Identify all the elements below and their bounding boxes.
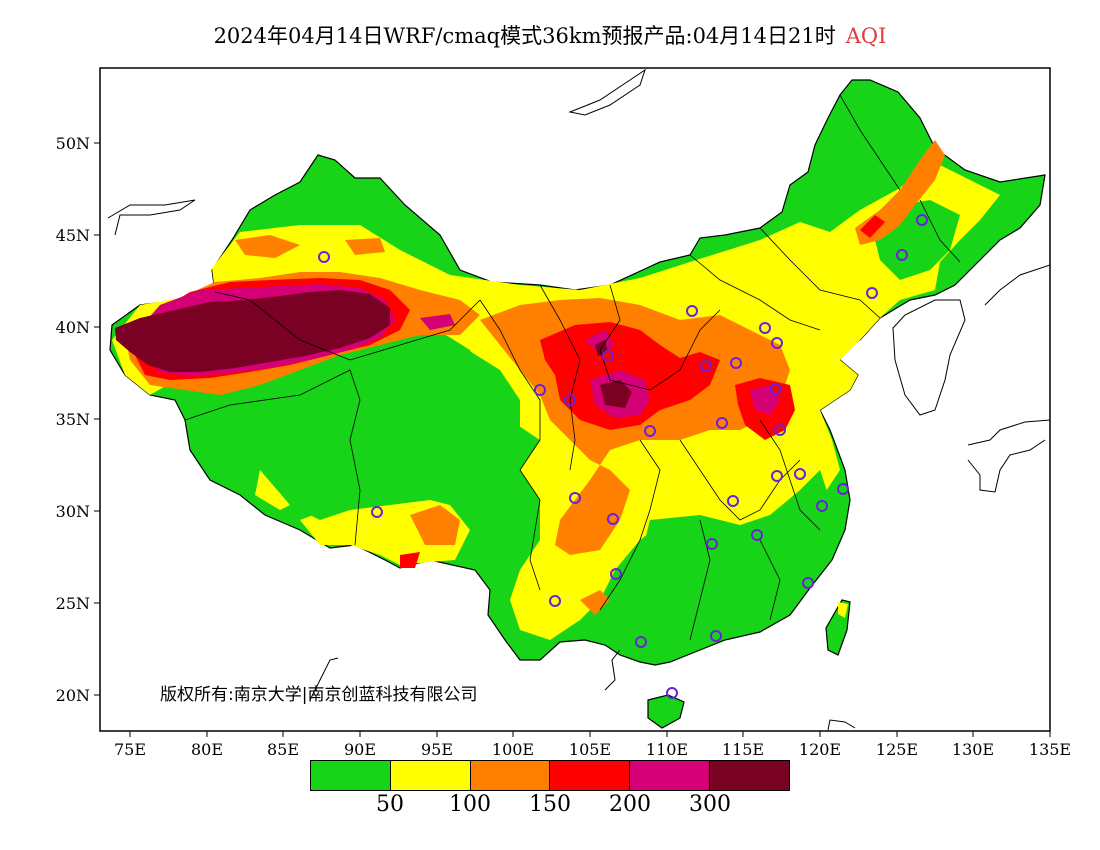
good-regions bbox=[200, 200, 960, 655]
axis-ticks bbox=[94, 142, 1051, 737]
x-tick-label: 100E bbox=[492, 740, 534, 759]
y-tick-label: 35N bbox=[56, 410, 90, 429]
legend-swatch-hazardous bbox=[710, 761, 789, 790]
color-legend bbox=[310, 760, 790, 791]
legend-swatch-very-unhealthy bbox=[630, 761, 711, 790]
x-tick-label: 105E bbox=[569, 740, 611, 759]
y-tick-label: 40N bbox=[56, 318, 90, 337]
x-tick-label: 110E bbox=[646, 740, 688, 759]
legend-threshold: 150 bbox=[529, 792, 571, 817]
province-boundaries bbox=[184, 94, 961, 641]
x-tick-label: 85E bbox=[267, 740, 299, 759]
coastlines bbox=[107, 68, 1050, 731]
x-tick-label: 125E bbox=[876, 740, 918, 759]
y-tick-label: 30N bbox=[56, 502, 90, 521]
x-tick-label: 80E bbox=[191, 740, 223, 759]
legend-threshold: 300 bbox=[689, 792, 731, 817]
x-tick-label: 130E bbox=[952, 740, 994, 759]
x-tick-label: 115E bbox=[722, 740, 764, 759]
legend-swatch-unhealthy bbox=[550, 761, 631, 790]
legend-threshold: 200 bbox=[609, 792, 651, 817]
map-title: 2024年04月14日WRF/cmaq模式36km预报产品:04月14日21时 A… bbox=[0, 20, 1100, 50]
copyright-notice: 版权所有:南京大学|南京创蓝科技有限公司 bbox=[160, 685, 478, 705]
hazardous-regions bbox=[115, 290, 632, 408]
legend-labels: 50 100 150 200 300 bbox=[0, 792, 1100, 822]
x-tick-label: 90E bbox=[344, 740, 376, 759]
legend-threshold: 100 bbox=[449, 792, 491, 817]
y-tick-label: 50N bbox=[56, 134, 90, 153]
legend-swatch-good bbox=[311, 761, 391, 790]
legend-swatch-moderate bbox=[390, 761, 471, 790]
title-variable: AQI bbox=[845, 24, 887, 48]
y-tick-label: 20N bbox=[56, 686, 90, 705]
title-text: 2024年04月14日WRF/cmaq模式36km预报产品:04月14日21时 bbox=[213, 24, 836, 48]
x-tick-label: 135E bbox=[1029, 740, 1071, 759]
monitoring-stations bbox=[318, 214, 928, 699]
x-tick-label: 120E bbox=[799, 740, 841, 759]
x-tick-label: 95E bbox=[421, 740, 453, 759]
legend-threshold: 50 bbox=[376, 792, 404, 817]
legend-swatch-usg bbox=[470, 761, 551, 790]
taiwan-yellow bbox=[838, 602, 848, 618]
y-tick-label: 25N bbox=[56, 594, 90, 613]
x-tick-label: 75E bbox=[114, 740, 146, 759]
y-tick-label: 45N bbox=[56, 226, 90, 245]
